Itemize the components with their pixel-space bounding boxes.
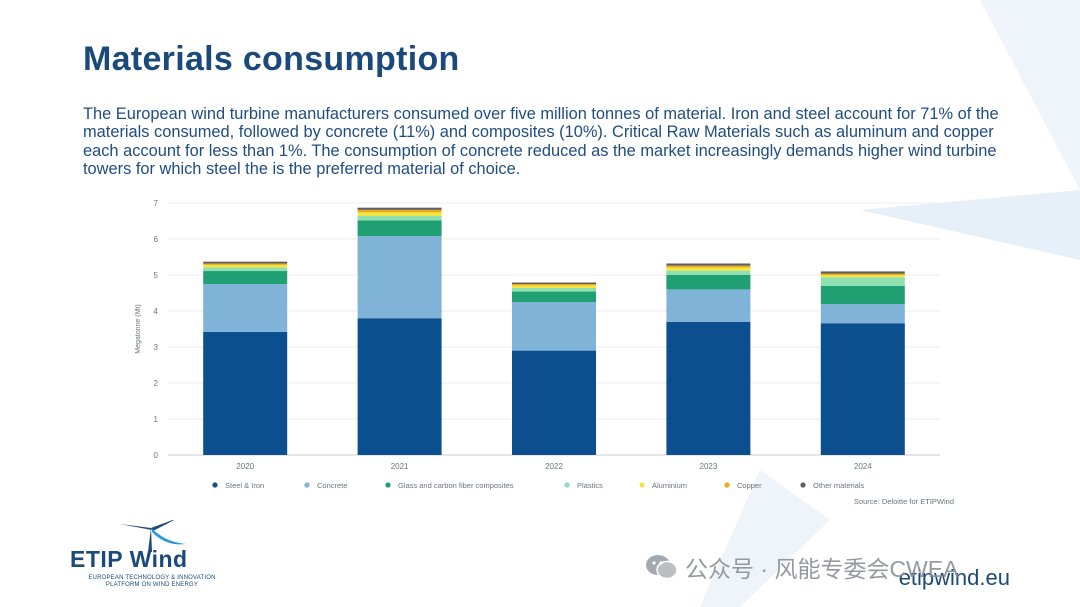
- bar-segment: [512, 285, 596, 288]
- bar-segment: [820, 277, 905, 286]
- y-tick-label: 0: [154, 451, 159, 460]
- bar-segment: [357, 318, 442, 455]
- intro-paragraph: The European wind turbine manufacturers …: [83, 105, 999, 178]
- bar-segment: [820, 271, 905, 274]
- wechat-watermark: 公众号 · 风能专委会CWEA: [645, 550, 958, 584]
- y-tick-label: 5: [154, 271, 159, 280]
- bar-segment: [820, 273, 905, 275]
- bar-segment: [203, 331, 288, 455]
- x-tick-label: 2023: [700, 462, 718, 471]
- bar-segment: [666, 289, 751, 322]
- bar-segment: [512, 291, 596, 302]
- x-tick-label: 2024: [854, 462, 872, 471]
- bar-segment: [357, 209, 442, 213]
- bar-segment: [820, 285, 905, 305]
- legend-label: Other materials: [813, 481, 865, 490]
- y-tick-label: 3: [154, 343, 159, 352]
- legend-marker: [639, 482, 645, 488]
- y-tick-label: 7: [154, 199, 159, 208]
- legend-label: Plastics: [577, 481, 603, 490]
- bar-segment: [357, 212, 442, 216]
- bar-segment: [512, 282, 596, 284]
- wind-turbine-icon: [120, 520, 186, 552]
- watermark-text: 公众号 · 风能专委会CWEA: [685, 556, 959, 582]
- bar-segment: [203, 264, 288, 268]
- page-title: Materials consumption: [83, 40, 460, 78]
- legend-label: Steel & Iron: [225, 481, 264, 490]
- wechat-icon: [646, 555, 678, 580]
- bar-segment: [512, 350, 596, 455]
- legend-label: Aluminium: [652, 481, 687, 490]
- bar-segment: [512, 284, 596, 286]
- bar-segment: [203, 267, 288, 272]
- bar-segment: [666, 275, 751, 290]
- bar-segment: [357, 215, 442, 221]
- bar-segment: [666, 270, 751, 275]
- legend-marker: [212, 482, 218, 488]
- etip-wind-logo: ETIP Wind EUROPEAN TECHNOLOGY & INNOVATI…: [70, 520, 230, 600]
- y-axis-label: Megatonne (Mt): [135, 304, 142, 353]
- y-tick-label: 4: [154, 307, 159, 316]
- x-tick-label: 2022: [545, 462, 563, 471]
- y-tick-label: 6: [154, 235, 159, 244]
- bar-segment: [203, 263, 288, 265]
- y-tick-label: 1: [154, 415, 159, 424]
- bar-segment: [203, 271, 288, 284]
- bar-segment: [666, 267, 751, 271]
- bar-segment: [203, 261, 288, 264]
- bar-segment: [820, 304, 905, 324]
- bar-segment: [820, 275, 905, 278]
- legend-marker: [304, 482, 310, 488]
- legend-label: Concrete: [317, 481, 347, 490]
- bar-segment: [357, 236, 442, 319]
- bar-segment: [666, 321, 751, 455]
- bar-segment: [512, 302, 596, 351]
- legend-label: Copper: [737, 481, 762, 490]
- bar-segment: [820, 323, 905, 455]
- bar-segment: [666, 265, 751, 268]
- bar-segment: [203, 284, 288, 332]
- legend-marker: [385, 482, 391, 488]
- legend-marker: [800, 482, 806, 488]
- legend-marker: [724, 482, 730, 488]
- logo-subtitle: EUROPEAN TECHNOLOGY & INNOVATION PLATFOR…: [88, 575, 216, 588]
- logo-wordmark: ETIP Wind: [70, 546, 188, 572]
- website-link[interactable]: etipwind.eu: [898, 565, 1010, 590]
- bar-segment: [666, 263, 751, 266]
- x-tick-label: 2020: [236, 462, 254, 471]
- legend-marker: [564, 482, 570, 488]
- stacked-bar-chart: 0 1 2 3 4 5 6 7 Megatonne (Mt) 2020 2021 2022 2023 20…: [135, 199, 940, 490]
- legend-label: Glass and carbon fiber composites: [398, 481, 514, 490]
- chart-source: Source: Deloitte for ETIPWind: [853, 497, 954, 506]
- bar-segment: [512, 287, 596, 292]
- bar-segment: [357, 220, 442, 237]
- bar-segment: [357, 207, 442, 210]
- x-tick-label: 2021: [391, 462, 409, 471]
- y-tick-label: 2: [154, 379, 159, 388]
